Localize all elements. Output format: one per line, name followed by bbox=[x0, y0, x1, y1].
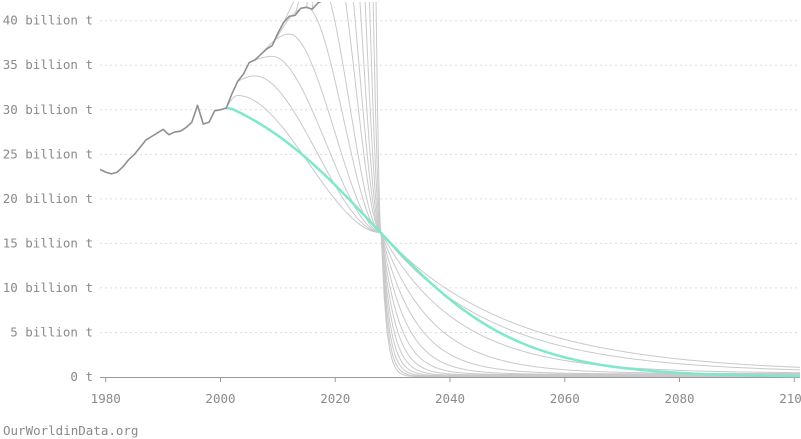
pathway-line bbox=[271, 6, 800, 375]
y-tick-label: 20 billion t bbox=[3, 191, 93, 206]
pathway-line bbox=[372, 2, 800, 377]
y-tick-label: 35 billion t bbox=[3, 57, 93, 72]
highlighted-pathway bbox=[225, 106, 801, 378]
pathway-line bbox=[237, 75, 800, 371]
pathway-line bbox=[306, 2, 800, 376]
y-tick-label: 40 billion t bbox=[3, 13, 93, 28]
pathway-lines bbox=[225, 2, 800, 377]
pathway-line bbox=[311, 2, 800, 376]
y-tick-label: 30 billion t bbox=[3, 102, 93, 117]
y-axis-tick-labels: 0 t 5 billion t 10 billion t 15 billion t 20… bbox=[3, 13, 93, 384]
pathway-line bbox=[368, 2, 800, 377]
pathway-line bbox=[248, 55, 800, 374]
x-tick-label: 1980 bbox=[91, 391, 121, 406]
x-tick-label: 2000 bbox=[205, 391, 235, 406]
x-tick-label: 2020 bbox=[320, 391, 350, 406]
y-tick-label: 5 billion t bbox=[10, 324, 93, 339]
source-credit[interactable]: OurWorldinData.org bbox=[3, 423, 139, 438]
x-tick-label: 2100 bbox=[779, 391, 801, 406]
x-axis: 1980 2000 2020 2040 2060 2080 2100 bbox=[91, 377, 801, 406]
historical-emissions-line bbox=[100, 2, 322, 175]
pathway-line bbox=[225, 95, 800, 368]
x-tick-label: 2080 bbox=[664, 391, 694, 406]
y-tick-label: 0 t bbox=[70, 369, 93, 384]
x-tick-label: 2060 bbox=[550, 391, 580, 406]
gridlines bbox=[100, 20, 800, 333]
pathway-line bbox=[283, 2, 800, 375]
pathway-line bbox=[317, 2, 800, 377]
y-tick-label: 15 billion t bbox=[3, 235, 93, 250]
highlighted-pathway-line bbox=[225, 106, 801, 378]
y-tick-label: 25 billion t bbox=[3, 146, 93, 161]
pathway-line bbox=[375, 2, 800, 377]
historical-emissions bbox=[100, 2, 322, 175]
y-tick-label: 10 billion t bbox=[3, 280, 93, 295]
pathway-line bbox=[260, 33, 800, 375]
x-tick-label: 2040 bbox=[435, 391, 465, 406]
